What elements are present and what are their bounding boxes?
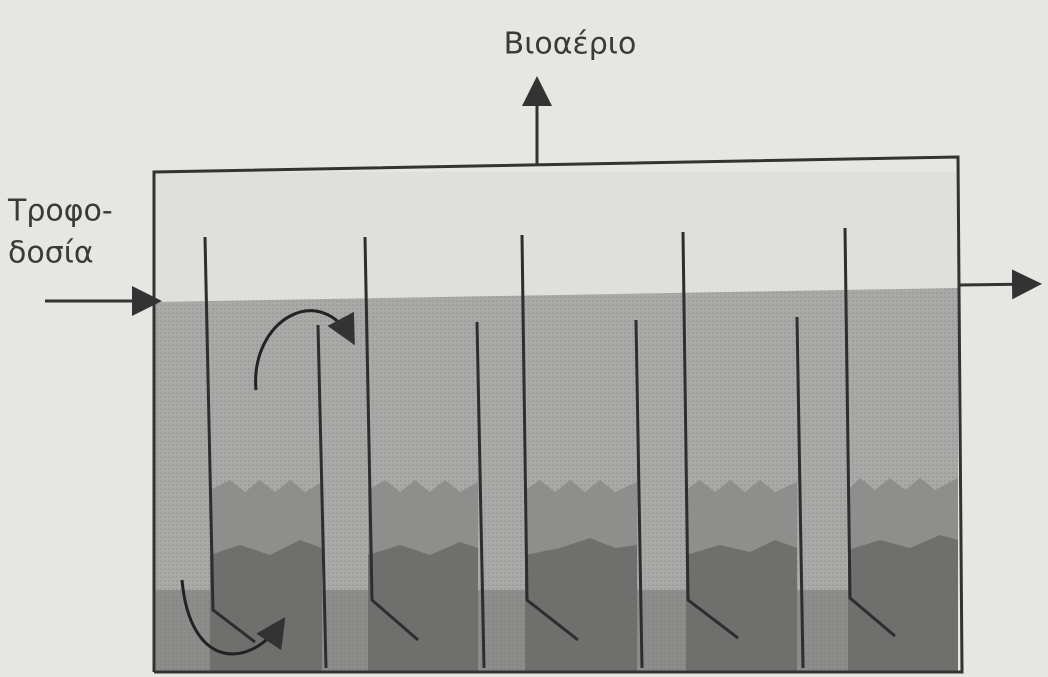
tank-wall [152, 155, 964, 674]
effluent-arrow [959, 269, 1042, 300]
hanging-baffle [203, 236, 256, 644]
standing-baffle [795, 316, 805, 669]
standing-baffle [475, 321, 486, 669]
hanging-baffle [681, 231, 739, 640]
flow-arrow [180, 579, 286, 656]
biogas-label: Βιοαέριο [504, 27, 637, 62]
reactor [152, 155, 964, 674]
hanging-baffle [843, 227, 896, 638]
feed-label: δοσία [8, 236, 94, 271]
standing-baffle [316, 324, 328, 669]
hanging-baffle [363, 236, 419, 642]
standing-baffle [634, 319, 644, 669]
hanging-baffle [520, 234, 579, 642]
feed-label: Τροφο- [7, 194, 113, 229]
flow-arrow [254, 309, 355, 391]
